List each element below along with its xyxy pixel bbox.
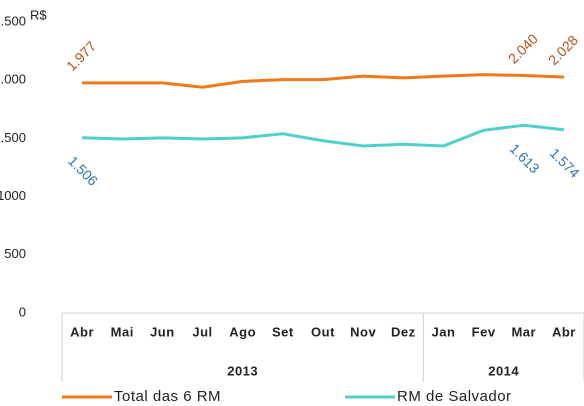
x-tick-label: Abr: [70, 324, 94, 339]
x-tick-label: Jan: [432, 324, 456, 339]
y-tick-label: 1000: [0, 188, 26, 203]
legend-label: Total das 6 RM: [114, 388, 221, 405]
x-tick-label: Mar: [511, 324, 536, 339]
data-label: 2.028: [545, 32, 581, 68]
data-label: 2.040: [505, 30, 541, 66]
x-tick-label: Nov: [350, 324, 376, 339]
group-label: 2013: [227, 363, 258, 378]
y-tick-label: 0: [19, 304, 26, 319]
x-tick-label: Out: [311, 324, 335, 339]
y-tick-label: 1.500: [0, 130, 26, 145]
data-label: 1.977: [63, 38, 99, 74]
y-unit-label: R$: [30, 7, 47, 22]
y-tick-label: 500: [4, 246, 26, 261]
x-tick-label: Ago: [229, 324, 256, 339]
data-label: 1.613: [507, 140, 543, 176]
x-tick-label: Mai: [111, 324, 134, 339]
x-tick-label: Fev: [472, 324, 496, 339]
y-tick-label: 2.500: [0, 13, 26, 28]
x-tick-label: Jul: [192, 324, 212, 339]
x-tick-label: Abr: [552, 324, 576, 339]
series-line: [82, 73, 564, 89]
x-tick-label: Dez: [391, 324, 416, 339]
data-label: 1.506: [65, 153, 101, 189]
y-tick-label: 2.000: [0, 72, 26, 87]
data-label: 1.574: [547, 145, 583, 181]
series-line: [82, 123, 565, 148]
x-tick-label: Jun: [150, 324, 175, 339]
group-label: 2014: [488, 363, 519, 378]
legend-label: RM de Salvador: [397, 388, 512, 405]
x-tick-label: Set: [272, 324, 294, 339]
